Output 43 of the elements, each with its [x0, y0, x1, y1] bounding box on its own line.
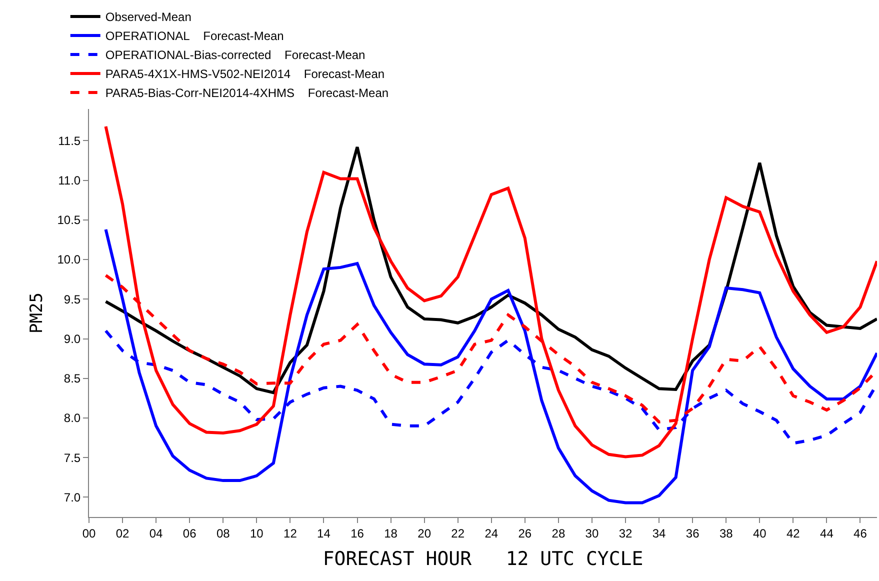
legend-label: OPERATIONAL-Bias-corrected Forecast-Mean [105, 48, 366, 62]
y-tick-label: 9.0 [64, 332, 81, 346]
x-tick-label: 36 [686, 526, 700, 540]
y-tick-label: 8.5 [64, 372, 81, 386]
y-tick-label: 10.5 [57, 213, 81, 228]
x-tick-label: 22 [451, 526, 465, 540]
x-tick-label: 44 [820, 526, 834, 540]
x-tick-label: 10 [250, 526, 264, 540]
x-tick-label: 42 [786, 526, 800, 540]
line-series [104, 124, 877, 458]
legend-label: PARA5-Bias-Corr-NEI2014-4XHMS Forecast-Mean [105, 86, 389, 100]
legend-label: OPERATIONAL Forecast-Mean [105, 29, 284, 44]
legend-label: Observed-Mean [105, 10, 192, 24]
x-axis-title: FORECAST HOUR 12 UTC CYCLE [322, 548, 644, 570]
y-tick-label: 10.0 [57, 252, 81, 267]
x-tick-label: 46 [854, 526, 868, 540]
x-tick-label: 30 [585, 526, 599, 540]
x-tick-label: 26 [518, 526, 532, 540]
x-tick-label: 34 [652, 526, 666, 540]
legend-label: PARA5-4X1X-HMS-V502-NEI2014 Forecast-Mean [105, 67, 385, 82]
y-tick-label: 7.0 [64, 490, 81, 504]
y-tick-label: 7.5 [64, 450, 81, 465]
y-tick-label: 11.0 [58, 174, 81, 188]
y-tick-label: 11.5 [58, 134, 81, 148]
x-tick-label: 18 [384, 526, 398, 540]
line-series [104, 228, 877, 504]
x-tick-label: 38 [719, 526, 734, 540]
x-tick-label: 32 [618, 526, 633, 540]
x-tick-label: 28 [552, 526, 566, 540]
x-tick-label: 12 [284, 526, 298, 540]
x-tick-label: 00 [82, 526, 96, 540]
x-tick-label: 16 [350, 526, 364, 540]
x-tick-label: 02 [116, 526, 130, 540]
x-tick-label: 06 [182, 526, 197, 540]
x-tick-label: 04 [149, 526, 164, 540]
x-tick-label: 14 [317, 526, 331, 540]
x-tick-label: 08 [216, 526, 230, 540]
x-tick-label: 20 [418, 526, 432, 540]
x-tick-label: 24 [484, 526, 498, 540]
y-tick-label: 8.0 [64, 411, 81, 426]
y-tick-label: 9.5 [64, 292, 81, 306]
x-tick-label: 40 [752, 526, 767, 540]
y-axis-title: PM25 [26, 292, 47, 334]
